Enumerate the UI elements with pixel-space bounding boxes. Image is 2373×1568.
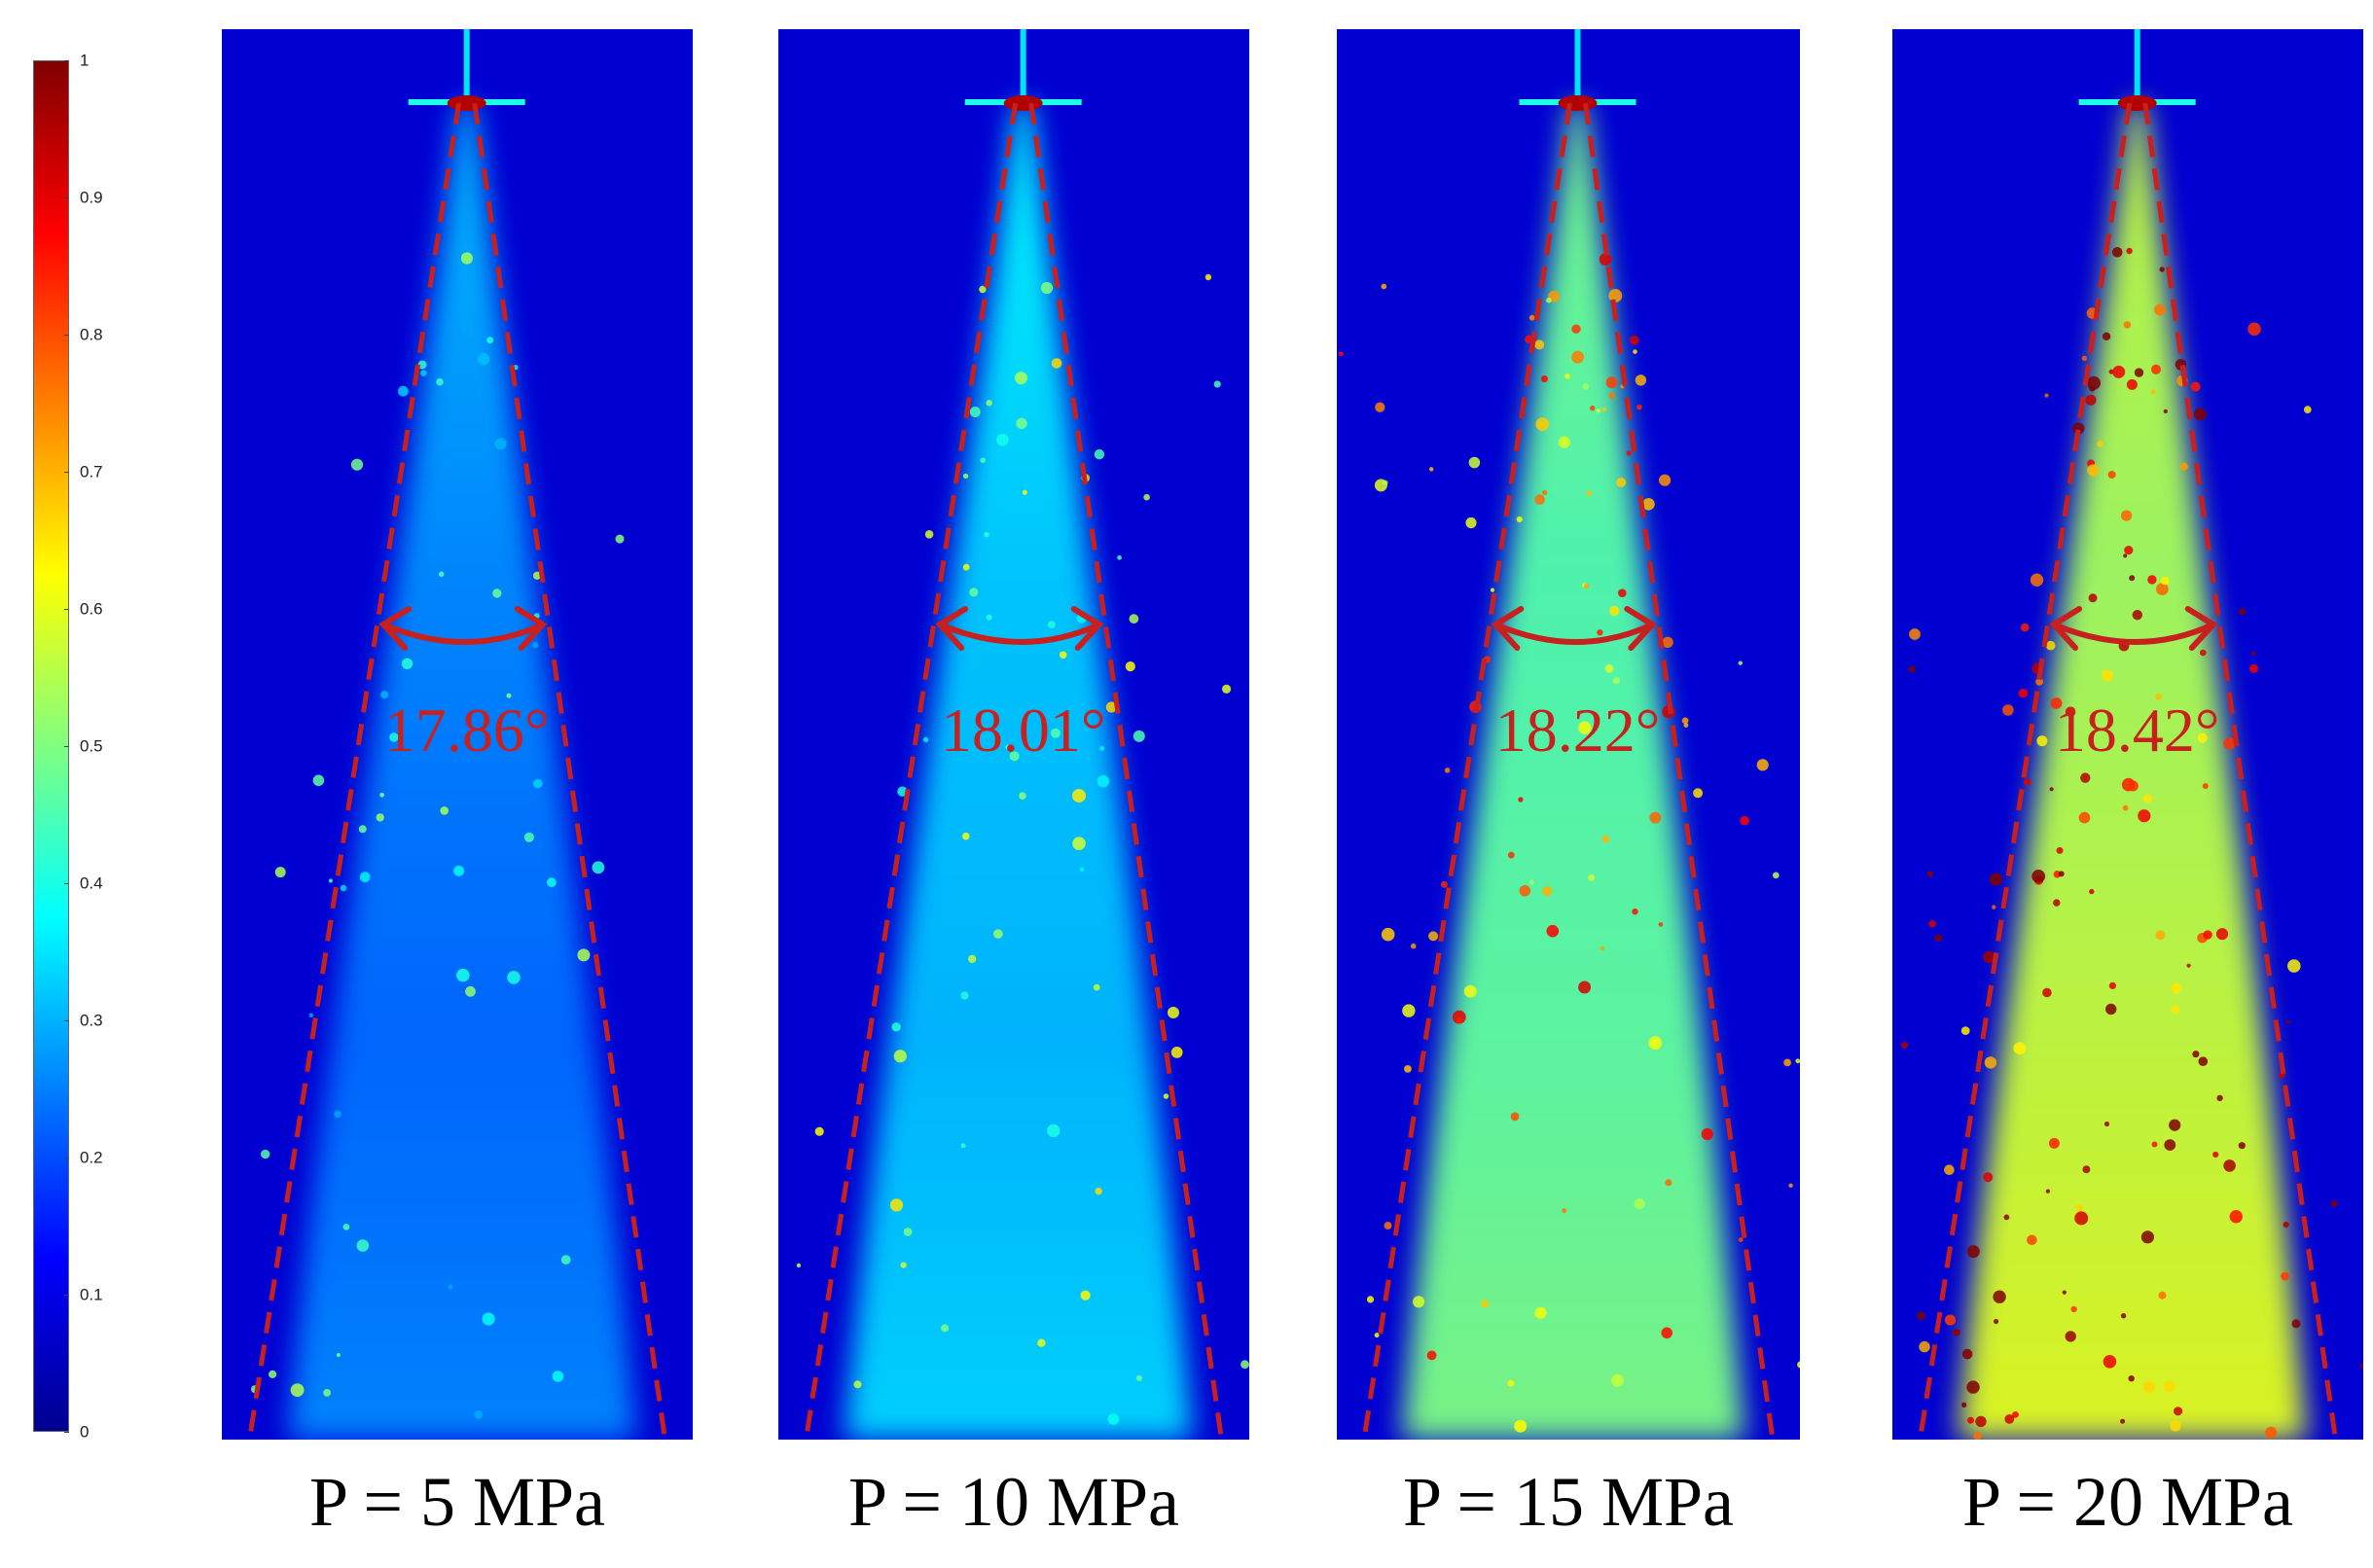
spray-plume: [1958, 103, 2307, 1440]
colorbar-tick-label: 0: [80, 1422, 90, 1442]
spray-image: 18.22°: [1337, 29, 1800, 1440]
cone-boundary-left: [1362, 102, 1572, 1437]
colorbar-tick-label: 0.2: [80, 1148, 103, 1167]
colorbar-tick-mark: [64, 883, 69, 884]
nozzle-tip: [1003, 95, 1043, 111]
angle-arc: [2052, 622, 2215, 645]
pressure-label-15mpa: P = 15 MPa: [1403, 1463, 1734, 1541]
angle-arrowhead-right: [1624, 606, 1657, 651]
angle-arc: [938, 622, 1101, 645]
angle-arrowhead-right: [2184, 606, 2218, 651]
spray-plume: [1401, 103, 1744, 1440]
injector-stem: [2134, 29, 2140, 103]
nozzle-tip: [2117, 95, 2157, 111]
injector-stem: [463, 29, 470, 103]
colorbar-tick-label: 1: [80, 51, 90, 70]
spray-image: 18.42°: [1892, 29, 2363, 1440]
colorbar-tick-label: 0.5: [80, 736, 103, 756]
colorbar-tick-mark: [64, 1020, 69, 1021]
cone-angle-label: 18.22°: [1495, 695, 1661, 765]
colorbar: [33, 60, 69, 1432]
cone-angle-label: 17.86°: [384, 695, 550, 765]
angle-arrowhead-left: [378, 606, 413, 651]
angle-arrowhead-right: [1070, 606, 1104, 651]
cone-boundary-left: [804, 102, 1019, 1437]
spray-plume: [844, 103, 1193, 1440]
colorbar-tick-label: 0.3: [80, 1011, 103, 1030]
colorbar-tick-mark: [64, 60, 69, 61]
injector-stem: [1574, 29, 1581, 103]
colorbar-tick-mark: [64, 746, 69, 747]
colorbar-tick-mark: [64, 1432, 69, 1433]
angle-arrowhead-left: [935, 606, 969, 651]
spray-image: 17.86°: [222, 29, 693, 1440]
cone-angle-label: 18.01°: [941, 695, 1106, 765]
pressure-label-5mpa: P = 5 MPa: [309, 1463, 605, 1541]
cone-boundary-right: [2142, 102, 2338, 1437]
colorbar-tick-label: 0.1: [80, 1285, 103, 1304]
pressure-label-20mpa: P = 20 MPa: [1962, 1463, 2293, 1541]
colorbar-tick-label: 0.4: [80, 873, 103, 893]
colorbar-tick-mark: [64, 1295, 69, 1296]
colorbar-tick-label: 0.6: [80, 599, 103, 619]
cone-angle-label: 18.42°: [2055, 695, 2220, 765]
nozzle-tip: [1558, 95, 1598, 111]
angle-arc: [381, 622, 545, 645]
droplet-speckles: [796, 273, 1249, 1425]
colorbar-tick-label: 0.9: [80, 188, 103, 207]
cone-boundary-right: [1583, 102, 1775, 1437]
angle-arrowhead-left: [1491, 606, 1525, 651]
colorbar-tick-mark: [64, 197, 69, 198]
injector-stem: [1020, 29, 1026, 103]
colorbar-tick-label: 0.7: [80, 462, 103, 481]
cone-boundary-right: [472, 102, 667, 1437]
pressure-label-10mpa: P = 10 MPa: [848, 1463, 1179, 1541]
spray-panel-5mpa: 17.86°: [222, 29, 693, 1440]
colorbar-tick-mark: [64, 609, 69, 610]
angle-arc: [1494, 622, 1654, 645]
droplet-speckles: [251, 252, 625, 1419]
cone-boundary-left: [1918, 102, 2133, 1437]
colorbar-tick-label: 0.8: [80, 325, 103, 344]
angle-arrowhead-right: [514, 606, 548, 651]
spray-panel-10mpa: 18.01°: [778, 29, 1249, 1440]
spray-panel-15mpa: 18.22°: [1337, 29, 1800, 1440]
colorbar-tick-mark: [64, 472, 69, 473]
spray-panel-20mpa: 18.42°: [1892, 29, 2363, 1440]
angle-arrowhead-left: [2049, 606, 2083, 651]
colorbar-tick-mark: [64, 335, 69, 336]
nozzle-tip: [447, 95, 486, 111]
spray-plume: [287, 103, 636, 1440]
cone-boundary-right: [1028, 102, 1224, 1437]
droplet-speckles: [1900, 247, 2363, 1440]
cone-boundary-left: [247, 102, 462, 1437]
spray-image: 18.01°: [778, 29, 1249, 1440]
